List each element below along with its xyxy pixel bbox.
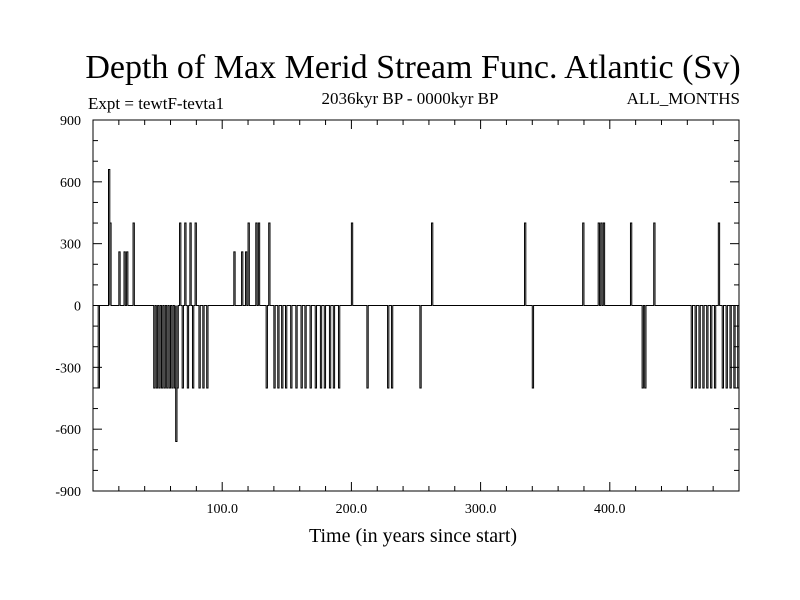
x-axis-label: Time (in years since start)	[309, 525, 517, 547]
x-tick-label: 400.0	[594, 502, 626, 517]
y-tick-label: -300	[55, 361, 81, 376]
y-tick-label: 600	[60, 176, 81, 191]
x-tick-label: 200.0	[336, 502, 368, 517]
x-tick-label: 300.0	[465, 502, 497, 517]
axis-ticks	[93, 120, 739, 491]
y-tick-label: 900	[60, 114, 81, 129]
chart-title: Depth of Max Merid Stream Func. Atlantic…	[85, 49, 740, 86]
y-tick-label: -600	[55, 423, 81, 438]
y-tick-label: -900	[55, 485, 81, 500]
data-series-line	[93, 168, 740, 443]
time-range-label: 2036kyr BP - 0000kyr BP	[322, 89, 499, 108]
y-tick-label: 0	[74, 300, 81, 315]
y-tick-label: 300	[60, 238, 81, 253]
months-label: ALL_MONTHS	[627, 89, 740, 108]
experiment-label: Expt = tewtF-tevta1	[88, 94, 224, 113]
x-tick-label: 100.0	[206, 502, 238, 517]
axis-tick-labels: 100.0 200.0 300.0 400.0 900 600 300 0 -300 -600 -9…	[55, 114, 625, 517]
plot-frame	[92, 119, 740, 492]
